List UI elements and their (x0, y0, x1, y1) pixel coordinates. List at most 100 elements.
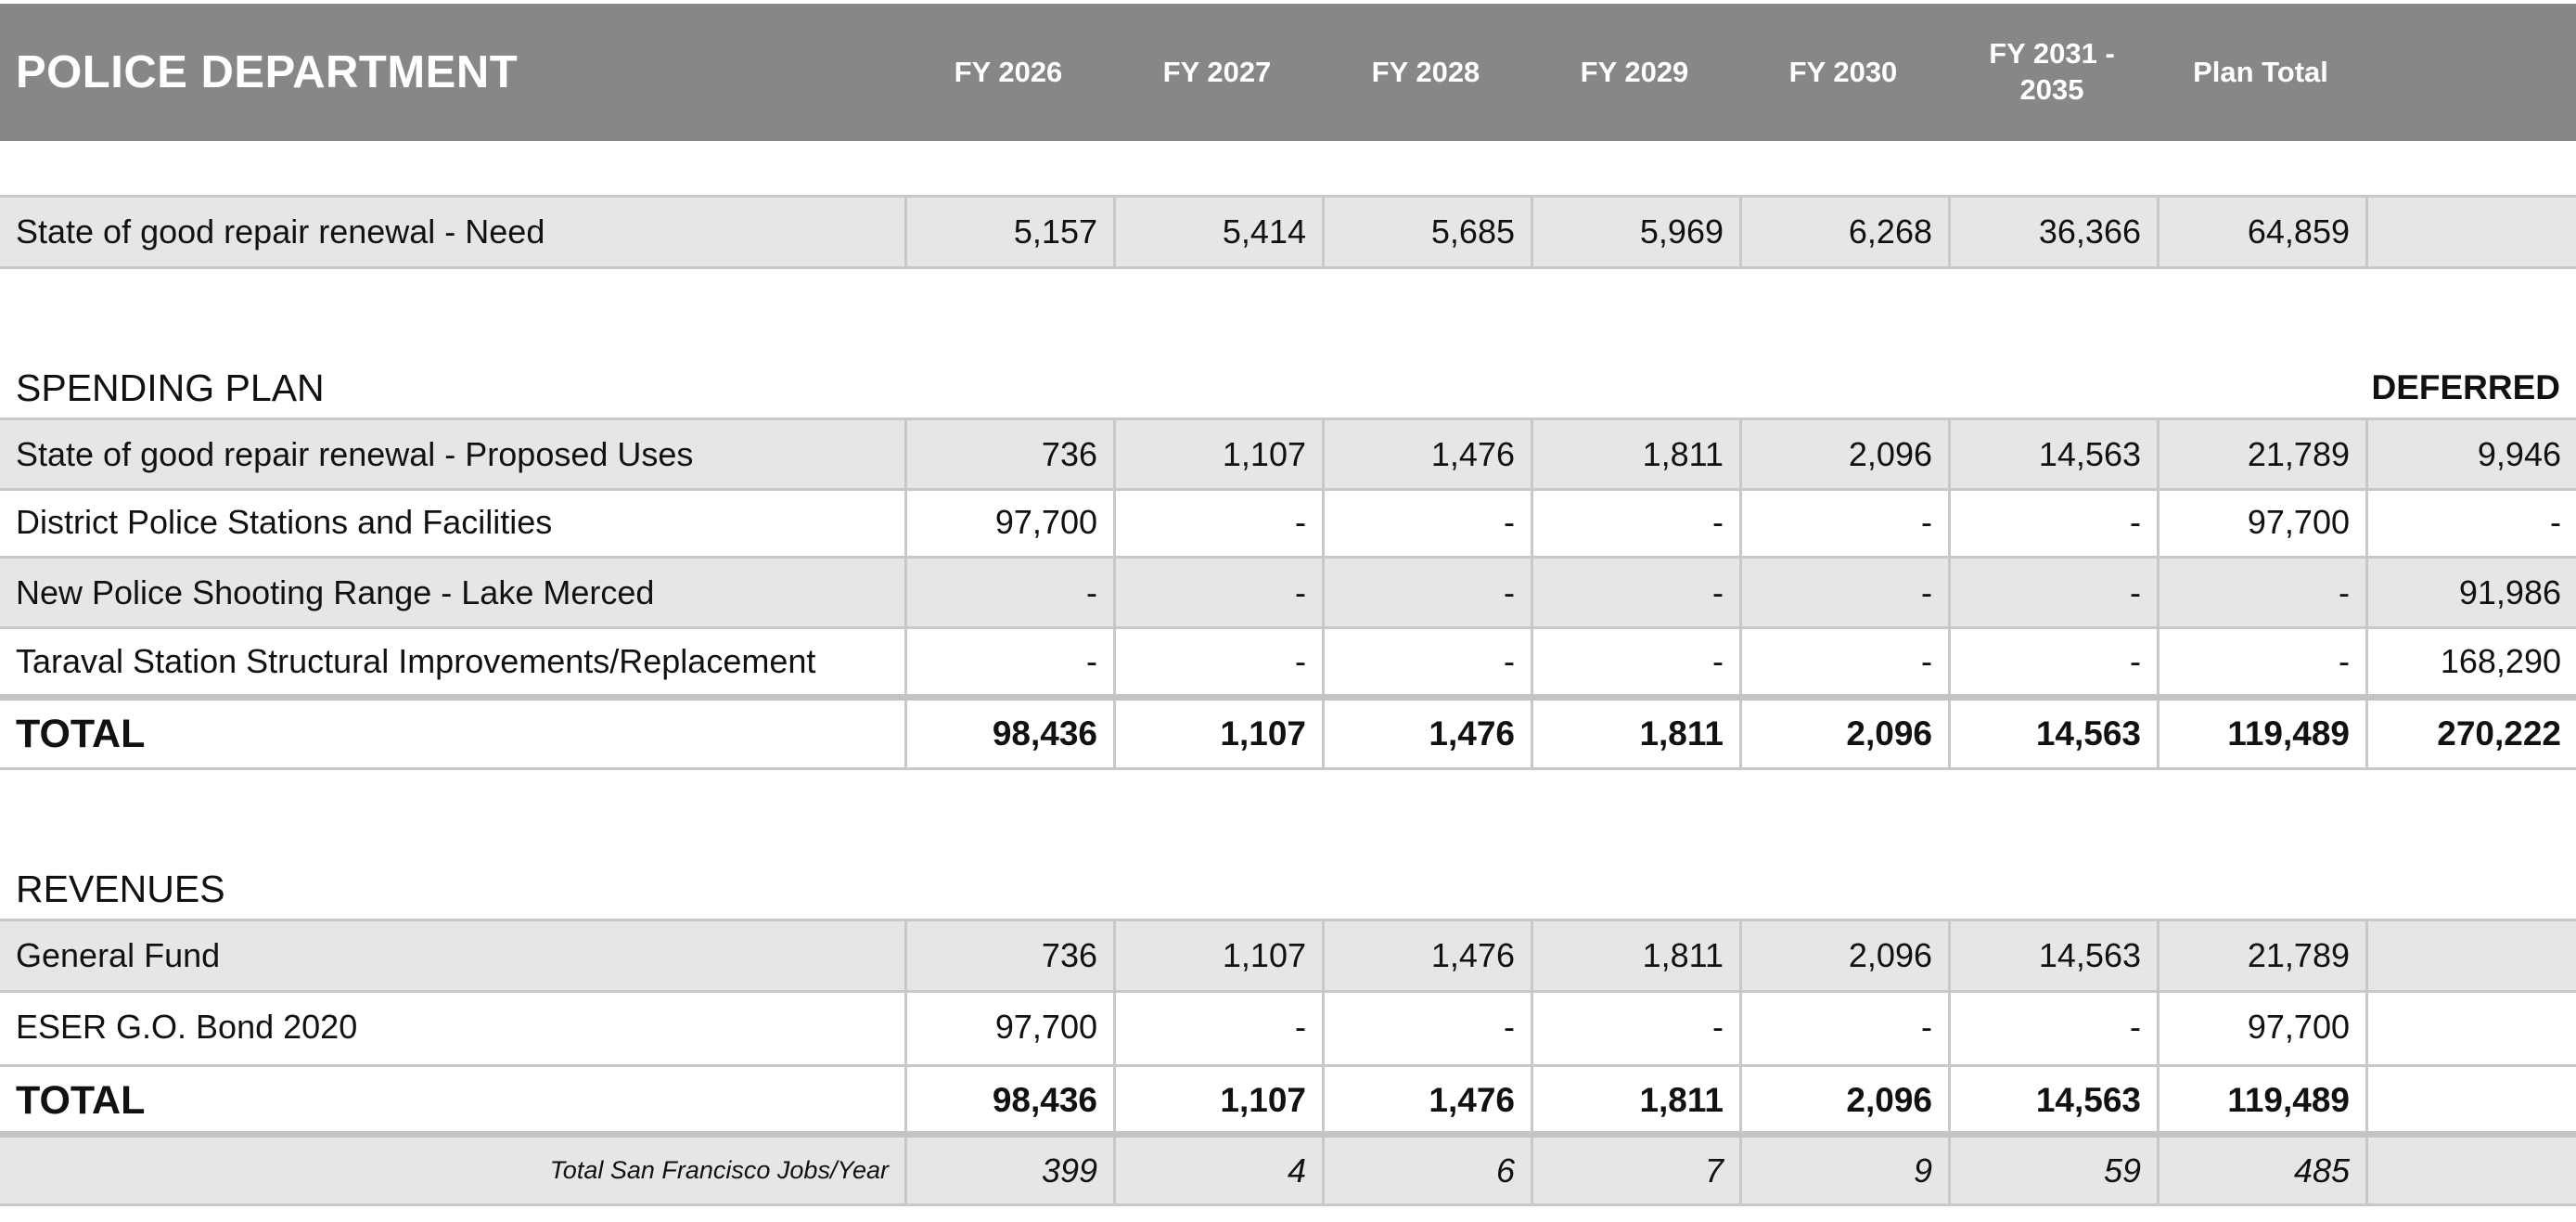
cell-deferred (2365, 990, 2576, 1064)
section-title-spending-plan: SPENDING PLAN (16, 367, 325, 409)
cell-deferred (2365, 198, 2576, 266)
cell-fy2029: - (1531, 488, 1738, 556)
cell-deferred: 168,290 (2365, 629, 2576, 694)
cell-fy2027: 1,107 (1113, 420, 1321, 488)
cell-deferred (2365, 921, 2576, 990)
cell-fy2026: 736 (904, 420, 1112, 488)
cell-plan-total: 21,789 (2157, 420, 2365, 488)
cell-fy2028: 1,476 (1322, 701, 1530, 767)
table-row-need: State of good repair renewal - Need 5,15… (0, 195, 2576, 269)
cell-fy2027: 1,107 (1113, 1067, 1321, 1134)
cell-fy2031-2035: - (1948, 629, 2156, 694)
cell-plan-total: 21,789 (2157, 921, 2365, 990)
cell-fy2028: 1,476 (1322, 921, 1530, 990)
section-title-revenues: REVENUES (16, 868, 225, 910)
table-row-general-fund: General Fund 736 1,107 1,476 1,811 2,096… (0, 919, 2576, 993)
cell-plan-total: 119,489 (2157, 701, 2365, 767)
jobs-label: Total San Francisco Jobs/Year (549, 1156, 889, 1184)
cell-deferred: - (2365, 488, 2576, 556)
row-label: ESER G.O. Bond 2020 (16, 1008, 358, 1046)
row-label: State of good repair renewal - Need (16, 212, 545, 251)
cell-fy2030: - (1739, 990, 1947, 1064)
table-row-eser-bond: ESER G.O. Bond 2020 97,700 - - - - - 97,… (0, 990, 2576, 1064)
cell-fy2026: 399 (904, 1138, 1112, 1203)
cell-fy2027: - (1113, 990, 1321, 1064)
column-header-plan-total: Plan Total (2193, 55, 2328, 88)
cell-fy2027: - (1113, 629, 1321, 694)
cell-fy2029: 1,811 (1531, 701, 1738, 767)
cell-fy2029: - (1531, 559, 1738, 626)
cell-fy2027: 1,107 (1113, 701, 1321, 767)
cell-fy2030: 9 (1739, 1138, 1947, 1203)
cell-deferred: 91,986 (2365, 559, 2576, 626)
cell-plan-total: 485 (2157, 1138, 2365, 1203)
cell-fy2027: - (1113, 559, 1321, 626)
cell-fy2026: 5,157 (904, 198, 1112, 266)
cell-plan-total: 64,859 (2157, 198, 2365, 266)
table-row-revenue-total: TOTAL 98,436 1,107 1,476 1,811 2,096 14,… (0, 1064, 2576, 1134)
table-header: POLICE DEPARTMENT FY 2026 FY 2027 FY 202… (0, 4, 2576, 141)
column-header-fy2030: FY 2030 (1788, 55, 1898, 88)
column-header-fy2028: FY 2028 (1371, 55, 1480, 88)
cell-fy2029: 1,811 (1531, 1067, 1738, 1134)
cell-plan-total: - (2157, 629, 2365, 694)
cell-fy2026: 736 (904, 921, 1112, 990)
cell-fy2026: - (904, 559, 1112, 626)
cell-fy2027: 5,414 (1113, 198, 1321, 266)
row-label: General Fund (16, 936, 221, 974)
cell-fy2031-2035: - (1948, 990, 2156, 1064)
cell-deferred: 9,946 (2365, 420, 2576, 488)
cell-fy2029: 5,969 (1531, 198, 1738, 266)
table-row-taraval-station: Taraval Station Structural Improvements/… (0, 629, 2576, 694)
total-label: TOTAL (16, 1077, 146, 1123)
cell-fy2030: - (1739, 559, 1947, 626)
cell-fy2030: - (1739, 629, 1947, 694)
cell-fy2031-2035: 14,563 (1948, 1067, 2156, 1134)
column-header-fy2026: FY 2026 (954, 55, 1063, 88)
cell-fy2028: 1,476 (1322, 1067, 1530, 1134)
cell-fy2028: - (1322, 559, 1530, 626)
table-row-jobs: Total San Francisco Jobs/Year 399 4 6 7 … (0, 1131, 2576, 1206)
cell-fy2031-2035: 36,366 (1948, 198, 2156, 266)
cell-deferred (2365, 1138, 2576, 1203)
cell-fy2030: 2,096 (1739, 420, 1947, 488)
cell-fy2031-2035: 59 (1948, 1138, 2156, 1203)
column-header-fy2029: FY 2029 (1580, 55, 1689, 88)
cell-plan-total: - (2157, 559, 2365, 626)
page-title: POLICE DEPARTMENT (16, 47, 519, 97)
row-label: Taraval Station Structural Improvements/… (16, 642, 816, 680)
cell-fy2027: 4 (1113, 1138, 1321, 1203)
table-row-sgr-proposed: State of good repair renewal - Proposed … (0, 418, 2576, 491)
cell-fy2028: 1,476 (1322, 420, 1530, 488)
table-row-spending-total: TOTAL 98,436 1,107 1,476 1,811 2,096 14,… (0, 694, 2576, 770)
cell-fy2027: 1,107 (1113, 921, 1321, 990)
cell-deferred (2365, 1067, 2576, 1134)
cell-plan-total: 119,489 (2157, 1067, 2365, 1134)
column-header-deferred: DEFERRED (2371, 368, 2560, 406)
cell-fy2028: 5,685 (1322, 198, 1530, 266)
cell-fy2030: - (1739, 488, 1947, 556)
cell-fy2031-2035: - (1948, 559, 2156, 626)
row-label: District Police Stations and Facilities (16, 502, 553, 541)
column-header-fy2031-2035: FY 2031 - 2035 (1989, 37, 2115, 106)
cell-fy2031-2035: - (1948, 488, 2156, 556)
cell-fy2026: 97,700 (904, 488, 1112, 556)
cell-fy2029: - (1531, 629, 1738, 694)
cell-deferred: 270,222 (2365, 701, 2576, 767)
column-header-fy2027: FY 2027 (1162, 55, 1272, 88)
cell-fy2029: - (1531, 990, 1738, 1064)
cell-fy2031-2035: 14,563 (1948, 921, 2156, 990)
cell-fy2030: 2,096 (1739, 1067, 1947, 1134)
cell-fy2026: - (904, 629, 1112, 694)
cell-fy2028: - (1322, 629, 1530, 694)
cell-fy2026: 97,700 (904, 990, 1112, 1064)
table-row-district-stations: District Police Stations and Facilities … (0, 488, 2576, 559)
cell-fy2028: - (1322, 990, 1530, 1064)
row-label: New Police Shooting Range - Lake Merced (16, 572, 655, 611)
cell-plan-total: 97,700 (2157, 488, 2365, 556)
cell-fy2029: 1,811 (1531, 420, 1738, 488)
cell-fy2030: 2,096 (1739, 921, 1947, 990)
total-label: TOTAL (16, 711, 146, 756)
cell-fy2028: - (1322, 488, 1530, 556)
